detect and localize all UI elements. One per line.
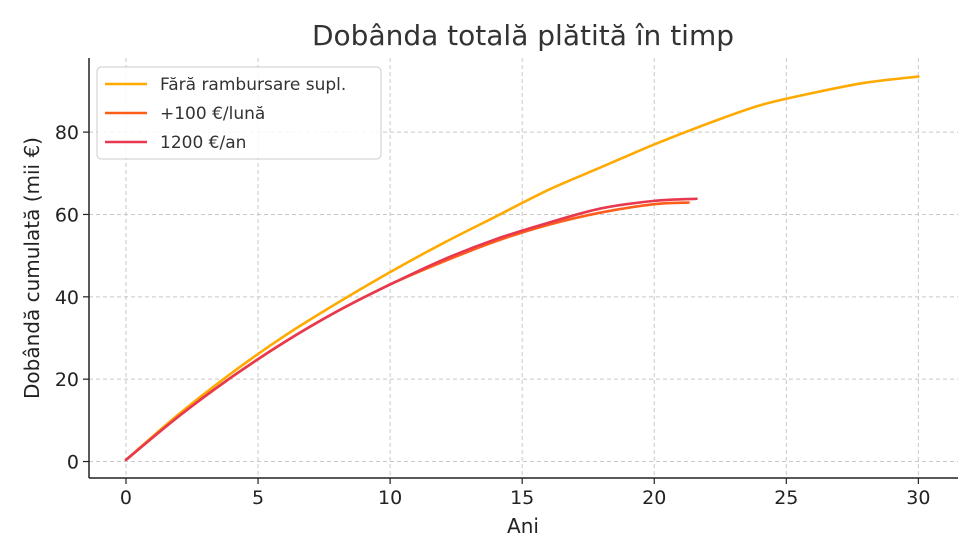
- legend-box: [96, 66, 382, 160]
- legend: Fără rambursare supl. +100 €/lună 1200 €/a…: [96, 66, 382, 160]
- x-tick-label: 0: [120, 487, 132, 509]
- series-lines: [124, 75, 920, 462]
- x-tick-label: 30: [906, 487, 930, 509]
- series-line-0: [124, 75, 920, 462]
- y-tick-label: 0: [67, 452, 79, 474]
- x-tick-label: 15: [510, 487, 534, 509]
- y-axis-label: Dobândă cumulată (mii €): [20, 137, 44, 399]
- series-line-2: [124, 197, 698, 462]
- legend-label-1: +100 €/lună: [160, 104, 265, 124]
- ticks: 0 5 10 15 20 25 30 0 20 40 60 80: [55, 122, 931, 509]
- chart-title: Dobânda totală plătită în timp: [312, 19, 734, 52]
- x-tick-label: 5: [252, 487, 264, 509]
- y-tick-label: 20: [55, 369, 79, 391]
- x-tick-label: 10: [378, 487, 402, 509]
- axes: [88, 58, 958, 479]
- legend-label-0: Fără rambursare supl.: [160, 75, 346, 95]
- x-tick-label: 20: [642, 487, 666, 509]
- legend-label-2: 1200 €/an: [160, 133, 246, 153]
- y-tick-label: 40: [55, 287, 79, 309]
- grid: [89, 58, 958, 478]
- y-tick-label: 80: [55, 122, 79, 144]
- series-line-1: [124, 201, 690, 462]
- x-tick-label: 25: [774, 487, 798, 509]
- y-tick-label: 60: [55, 204, 79, 226]
- x-axis-label: Ani: [507, 514, 539, 538]
